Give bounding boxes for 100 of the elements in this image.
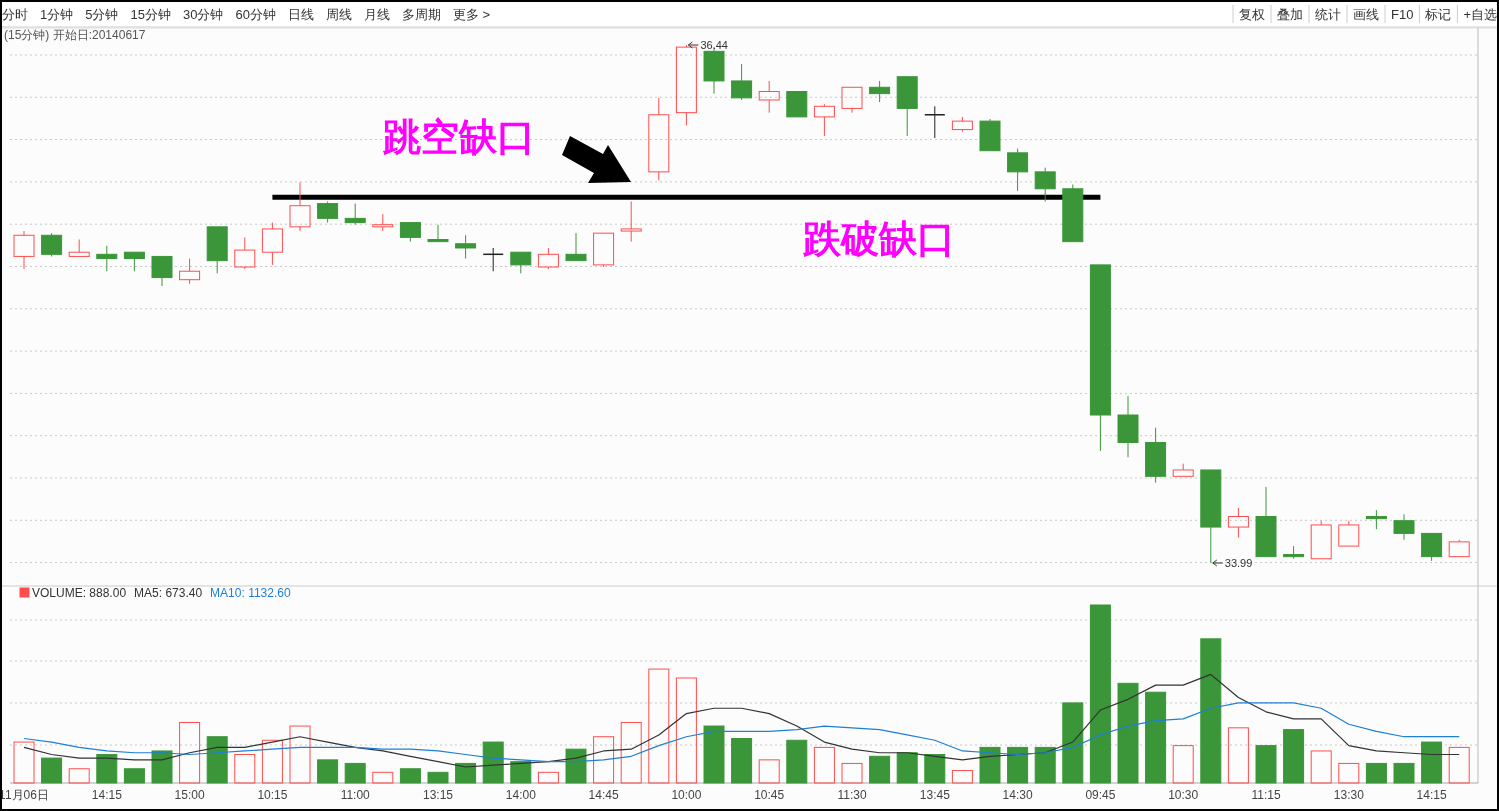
bar <box>1283 729 1305 784</box>
x-tick-label: 11:00 <box>340 788 371 802</box>
bar <box>979 746 1001 784</box>
text: 月线 <box>363 7 390 22</box>
bar <box>1393 762 1415 784</box>
text: 1分钟 <box>40 7 74 22</box>
x-tick-label: 14:00 <box>505 788 537 802</box>
candlestick <box>289 181 311 232</box>
bar <box>317 759 339 784</box>
legend-label: VOLUME: 888.00 <box>32 586 127 600</box>
candlestick <box>372 213 394 232</box>
x-tick-label: 14:15 <box>1416 788 1447 802</box>
x-tick-label: 13:45 <box>919 788 951 802</box>
bar <box>1145 691 1167 784</box>
bar <box>372 771 394 784</box>
bar <box>1034 746 1056 784</box>
candlestick <box>13 230 35 270</box>
bar <box>1007 746 1029 784</box>
bar <box>703 725 725 784</box>
bar <box>1062 702 1084 784</box>
candlestick <box>979 118 1001 152</box>
bar <box>68 768 90 784</box>
bar <box>620 721 642 784</box>
text: 分时 <box>2 7 28 22</box>
text: 日线 <box>287 7 314 22</box>
text: 15分钟 <box>130 7 171 22</box>
annotation: 跌破缺口 <box>802 216 955 261</box>
candlestick <box>786 91 808 118</box>
annotation: 36.44 <box>700 39 728 51</box>
x-tick-label: 11:30 <box>837 788 867 802</box>
x-tick-label: 13:30 <box>1333 788 1365 802</box>
candlestick <box>565 232 587 262</box>
candlestick <box>123 251 145 272</box>
x-tick-label: 15:00 <box>174 788 205 802</box>
bar <box>841 762 863 784</box>
candlestick <box>151 255 173 287</box>
bar <box>399 768 421 784</box>
x-tick-label: 09:45 <box>1085 788 1116 802</box>
candlestick <box>1255 486 1277 558</box>
candlestick <box>620 200 642 243</box>
candlestick <box>1421 532 1443 562</box>
bar <box>289 725 311 784</box>
candlestick <box>427 224 449 243</box>
chart-title: (15分钟) 开始日:20140617 <box>4 28 146 42</box>
bar <box>869 755 891 784</box>
bar <box>1089 604 1111 784</box>
candlestick <box>455 234 477 260</box>
candlestick <box>68 239 90 257</box>
candlestick <box>758 80 780 114</box>
candlestick <box>869 80 891 103</box>
bar <box>1421 741 1443 784</box>
bar <box>206 736 228 784</box>
bar <box>234 754 256 784</box>
candlestick <box>206 226 228 274</box>
bar <box>261 739 283 784</box>
candlestick <box>1283 545 1305 560</box>
text: 画线 <box>1353 7 1379 22</box>
bar <box>1117 682 1139 784</box>
x-tick-label: 10:45 <box>754 788 785 802</box>
text: +自选 <box>1463 7 1497 22</box>
candlestick <box>482 247 504 272</box>
x-tick-label: 14:45 <box>588 788 619 802</box>
x-tick-label: 14:30 <box>1002 788 1033 802</box>
bar <box>813 746 835 784</box>
bar <box>344 762 366 784</box>
bar <box>1338 762 1360 784</box>
bar <box>510 761 532 784</box>
bar <box>179 721 201 784</box>
candlestick <box>841 86 863 114</box>
bar <box>1448 746 1470 784</box>
text: 5分钟 <box>85 7 119 22</box>
bar <box>786 739 808 784</box>
bar <box>1365 762 1387 784</box>
bar <box>1255 745 1277 784</box>
bar <box>648 668 670 784</box>
bar <box>731 738 753 784</box>
candlestick <box>896 76 918 137</box>
text: MA10: 1132.60 <box>210 586 291 600</box>
text: 叠加 <box>1277 7 1303 22</box>
candlestick <box>399 222 421 243</box>
x-tick-label: 14:15 <box>91 788 123 802</box>
candlestick <box>1089 264 1111 452</box>
text: 多周期 <box>401 7 441 22</box>
text: 标记 <box>1424 7 1452 22</box>
x-tick-label: 11:15 <box>1251 788 1281 802</box>
bar <box>1310 750 1332 784</box>
candlestick <box>1117 395 1139 458</box>
bar <box>675 677 697 784</box>
x-tick-label: 10:15 <box>257 788 288 802</box>
text: 更多 > <box>452 7 491 22</box>
text: 周线 <box>325 7 352 22</box>
bar <box>758 759 780 784</box>
text: F10 <box>1391 7 1414 22</box>
bar <box>41 757 63 784</box>
text: 30分钟 <box>182 7 224 22</box>
bar <box>482 741 504 784</box>
candlestick <box>1393 513 1415 541</box>
bar <box>537 771 559 784</box>
text: 复权 <box>1239 7 1265 22</box>
bar <box>427 771 449 784</box>
